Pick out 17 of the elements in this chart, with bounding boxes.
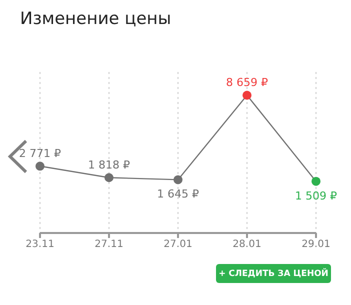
point [104,173,114,182]
data-label: 1 818 ₽ [88,158,130,172]
x-tick-label: 28.01 [232,239,262,250]
x-tick-label: 27.01 [164,239,192,250]
x-tick-label: 29.01 [302,239,330,250]
data-label: 1 509 ₽ [295,189,337,202]
data-label: 2 771 ₽ [19,147,61,160]
x-tick-label: 27.11 [94,239,124,250]
point [174,175,182,184]
point [242,90,252,100]
data-label: 1 645 ₽ [157,188,199,201]
follow-price-button: + СЛЕДИТЬ ЗА ЦЕНОЙ [216,264,331,283]
data-label: 8 659 ₽ [226,76,268,90]
point [312,176,320,186]
x-tick-label: 23.11 [26,239,54,250]
chart-title: Изменение цены [20,9,172,29]
point [36,162,44,171]
